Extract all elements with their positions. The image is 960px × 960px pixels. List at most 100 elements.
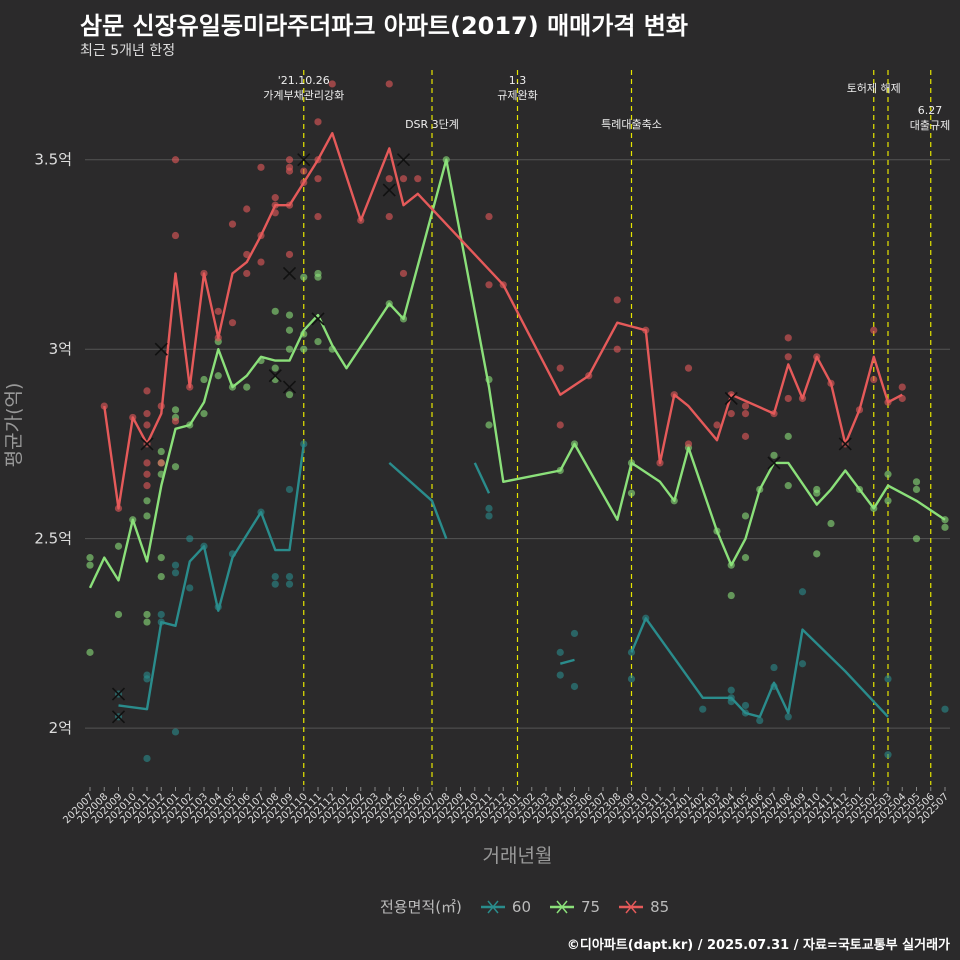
- chart-subtitle: 최근 5개년 한정: [80, 43, 176, 59]
- max-marker-75: [154, 342, 168, 356]
- legend-item-60: 60: [480, 898, 531, 916]
- data-point-75: [912, 535, 921, 543]
- data-point-60: [556, 648, 564, 656]
- data-point-75: [300, 345, 308, 353]
- event-label: 규제완화: [497, 89, 537, 102]
- data-point-75: [143, 512, 151, 520]
- data-point-60: [556, 671, 564, 679]
- max-marker-60: [111, 710, 126, 724]
- max-marker-75: [282, 266, 297, 280]
- data-point-85: [328, 80, 336, 88]
- data-point-75: [884, 470, 892, 478]
- data-point-75: [941, 523, 949, 531]
- max-marker-85: [838, 437, 852, 451]
- data-point-85: [613, 296, 621, 304]
- max-marker-60: [111, 687, 126, 701]
- data-point-85: [784, 334, 792, 342]
- max-marker-75: [282, 380, 297, 394]
- data-point-85: [414, 175, 422, 183]
- data-point-60: [485, 512, 493, 520]
- data-point-75: [314, 273, 322, 281]
- data-point-85: [485, 281, 493, 289]
- data-point-60: [627, 675, 636, 683]
- data-point-85: [399, 269, 408, 278]
- max-marker-85: [140, 437, 154, 451]
- legend-title: 전용면적(㎡): [380, 898, 462, 916]
- data-point-75: [912, 478, 921, 486]
- data-point-75: [271, 307, 279, 315]
- chart-title: 삼문 신장유일동미라주더파크 아파트(2017) 매매가격 변화: [80, 12, 688, 40]
- data-point-60: [727, 686, 735, 694]
- data-point-60: [143, 754, 151, 763]
- data-point-75: [157, 554, 165, 562]
- y-tick-label: 2억: [49, 719, 72, 737]
- data-point-60: [271, 572, 279, 581]
- data-point-85: [100, 402, 108, 410]
- legend-item-85: 85: [618, 898, 669, 916]
- data-point-75: [171, 463, 180, 471]
- data-point-75: [157, 447, 165, 456]
- data-point-60: [271, 580, 279, 588]
- data-point-75: [271, 364, 279, 372]
- event-label: 6.27: [918, 104, 943, 117]
- data-point-85: [385, 212, 393, 221]
- data-point-85: [243, 205, 251, 213]
- data-point-85: [171, 417, 180, 425]
- data-point-60: [798, 660, 807, 668]
- data-point-75: [86, 561, 94, 569]
- data-point-75: [912, 485, 921, 494]
- data-point-60: [285, 580, 294, 588]
- data-point-85: [385, 80, 393, 88]
- data-point-85: [741, 402, 750, 410]
- max-marker-85: [724, 391, 738, 406]
- legend-label-85: 85: [650, 897, 670, 916]
- data-point-60: [171, 728, 180, 736]
- data-point-75: [114, 542, 123, 550]
- data-point-75: [271, 375, 279, 384]
- x-axis-title: 거래년월: [483, 845, 553, 867]
- data-point-85: [257, 258, 265, 266]
- data-point-85: [143, 421, 151, 429]
- data-point-60: [756, 716, 764, 725]
- data-point-85: [228, 220, 237, 228]
- data-point-75: [314, 338, 322, 346]
- series-line-60: [118, 443, 305, 711]
- data-point-75: [200, 375, 208, 384]
- data-point-75: [114, 610, 123, 619]
- data-point-85: [271, 194, 279, 202]
- series-line-60: [473, 462, 491, 494]
- data-point-75: [884, 497, 892, 505]
- data-point-60: [770, 663, 778, 672]
- data-point-85: [285, 250, 294, 259]
- data-point-75: [86, 648, 94, 656]
- data-point-85: [314, 175, 322, 183]
- data-point-85: [314, 212, 322, 221]
- data-point-85: [713, 421, 721, 429]
- data-point-60: [285, 572, 294, 581]
- data-point-75: [813, 550, 821, 558]
- max-marker-85: [297, 153, 311, 167]
- data-point-60: [884, 751, 892, 759]
- data-point-85: [741, 432, 750, 440]
- data-point-60: [884, 675, 892, 683]
- data-point-75: [627, 489, 636, 497]
- data-point-85: [214, 307, 222, 315]
- y-tick-label: 3.5억: [34, 151, 72, 169]
- data-point-85: [243, 269, 251, 278]
- data-point-85: [399, 175, 408, 183]
- data-point-85: [898, 383, 906, 391]
- data-point-75: [741, 554, 750, 562]
- event-label: 가계부채관리강화: [263, 89, 344, 102]
- data-point-85: [228, 319, 237, 327]
- event-label: DSR 3단계: [405, 118, 459, 131]
- data-point-85: [556, 364, 564, 372]
- data-point-85: [300, 167, 308, 175]
- data-point-85: [143, 459, 151, 467]
- data-point-75: [285, 345, 294, 353]
- source-credit: ©디아파트(dapt.kr) / 2025.07.31 / 자료=국토교통부 실…: [566, 938, 950, 953]
- legend-swatch-75: [550, 900, 574, 913]
- data-layer: [86, 80, 949, 763]
- legend-swatch-85: [619, 900, 644, 913]
- data-point-75: [813, 485, 821, 494]
